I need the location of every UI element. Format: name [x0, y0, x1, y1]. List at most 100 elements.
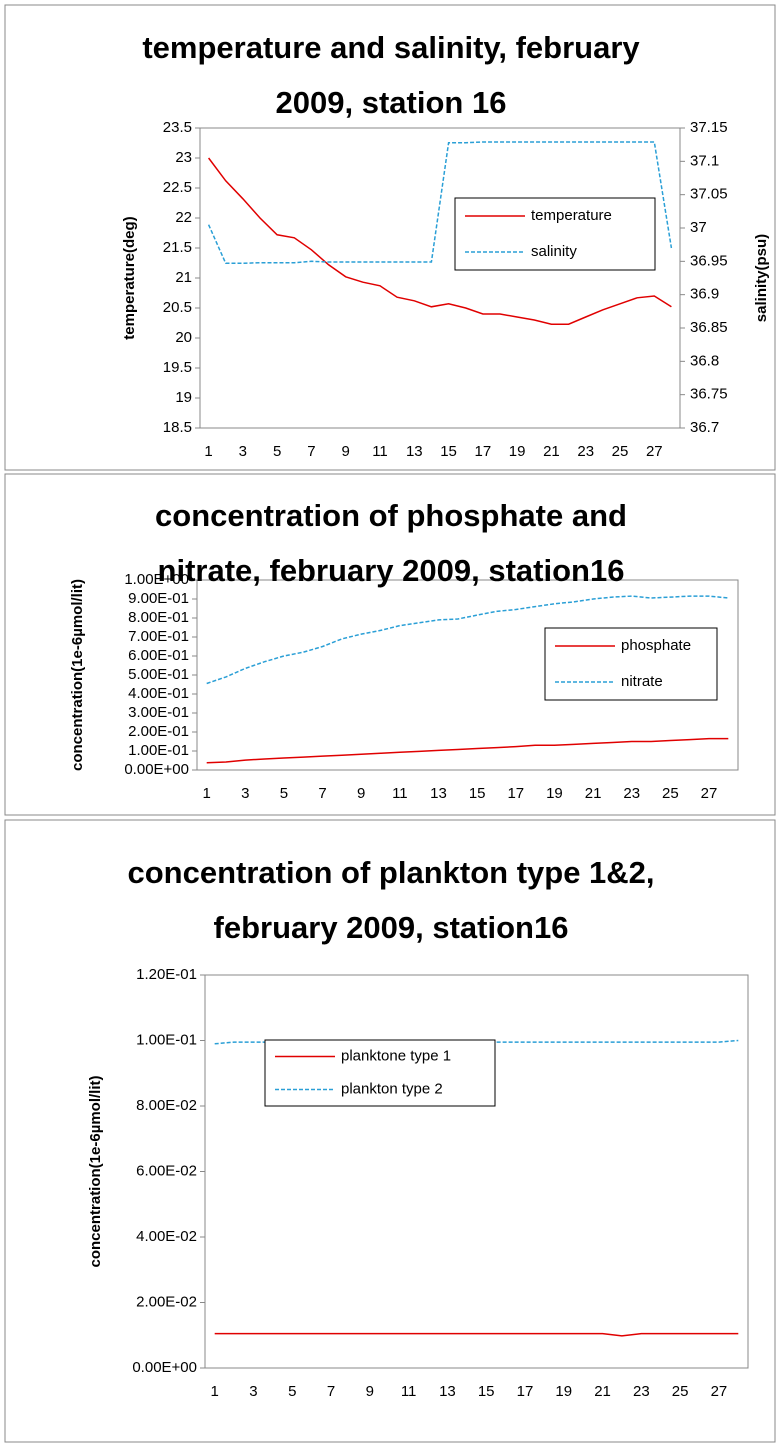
y-tick-label: 21	[175, 269, 192, 286]
y-tick-label: 1.20E-01	[136, 966, 197, 983]
y-tick-label: 20	[175, 329, 192, 346]
x-tick-label: 7	[307, 443, 315, 460]
legend-box	[264, 1039, 496, 1107]
y2-tick-label: 36.9	[690, 286, 719, 303]
y2-tick-label: 37	[690, 219, 707, 236]
series-line	[207, 141, 673, 265]
x-tick-label: 23	[633, 1383, 650, 1400]
x-tick-label: 5	[288, 1383, 296, 1400]
y-axis-label: concentration(1e-6µmol/lit)	[87, 1075, 104, 1267]
y-tick-label: 0.00E+00	[132, 1359, 197, 1376]
x-tick-label: 17	[507, 785, 524, 802]
x-tick-label: 23	[623, 785, 640, 802]
x-tick-label: 13	[430, 785, 447, 802]
y-tick-label: 22.5	[163, 179, 192, 196]
x-tick-label: 7	[327, 1383, 335, 1400]
y-tick-label: 19.5	[163, 359, 192, 376]
y-tick-label: 1.00E+00	[124, 571, 189, 588]
x-tick-label: 7	[318, 785, 326, 802]
series-line	[206, 737, 729, 764]
y-tick-label: 23.5	[163, 119, 192, 136]
x-tick-label: 1	[202, 785, 210, 802]
y-tick-label: 7.00E-01	[128, 628, 189, 645]
x-tick-label: 15	[478, 1383, 495, 1400]
x-tick-label: 23	[577, 443, 594, 460]
x-tick-label: 17	[475, 443, 492, 460]
x-tick-label: 3	[241, 785, 249, 802]
y-tick-label: 8.00E-02	[136, 1097, 197, 1114]
plot-area	[199, 127, 681, 429]
x-tick-label: 3	[249, 1383, 257, 1400]
x-tick-label: 5	[280, 785, 288, 802]
y-tick-label: 21.5	[163, 239, 192, 256]
y-tick-label: 3.00E-01	[128, 704, 189, 721]
x-tick-label: 27	[646, 443, 663, 460]
y-axis-label: temperature(deg)	[121, 216, 138, 339]
legend-label: salinity	[531, 243, 577, 260]
chart-title: concentration of plankton type 1&2, febr…	[127, 855, 655, 945]
legend-label: plankton type 2	[341, 1080, 443, 1097]
x-tick-label: 13	[406, 443, 423, 460]
x-tick-label: 27	[711, 1383, 728, 1400]
x-tick-label: 9	[342, 443, 350, 460]
y-tick-label: 2.00E-02	[136, 1293, 197, 1310]
x-tick-label: 19	[546, 785, 563, 802]
y-tick-label: 8.00E-01	[128, 609, 189, 626]
y-tick-label: 4.00E-02	[136, 1228, 197, 1245]
x-tick-label: 21	[585, 785, 602, 802]
x-tick-label: 27	[701, 785, 718, 802]
series-line	[208, 157, 672, 325]
y2-tick-label: 36.75	[690, 386, 728, 403]
legend-label: planktone type 1	[341, 1047, 451, 1064]
y-tick-label: 18.5	[163, 419, 192, 436]
plot-area	[204, 974, 749, 1369]
panel-border	[4, 4, 776, 471]
y2-tick-label: 37.1	[690, 152, 719, 169]
y2-tick-label: 37.05	[690, 186, 728, 203]
series-line	[206, 595, 729, 685]
legend-box	[454, 197, 656, 271]
y-tick-label: 2.00E-01	[128, 723, 189, 740]
x-tick-label: 9	[366, 1383, 374, 1400]
y-tick-label: 9.00E-01	[128, 590, 189, 607]
x-tick-label: 1	[204, 443, 212, 460]
y-axis-label: concentration(1e-6µmol/lit)	[69, 579, 86, 771]
y-tick-label: 23	[175, 149, 192, 166]
y2-tick-label: 36.95	[690, 252, 728, 269]
y-tick-label: 1.00E-01	[136, 1031, 197, 1048]
y-tick-label: 6.00E-01	[128, 647, 189, 664]
x-tick-label: 11	[372, 443, 388, 460]
x-tick-label: 5	[273, 443, 281, 460]
y2-axis-label: salinity(psu)	[753, 234, 770, 322]
y-tick-label: 0.00E+00	[124, 761, 189, 778]
legend-label: nitrate	[621, 673, 663, 690]
y2-tick-label: 36.85	[690, 319, 728, 336]
panel-border	[4, 473, 776, 816]
x-tick-label: 19	[509, 443, 526, 460]
y-tick-label: 5.00E-01	[128, 666, 189, 683]
x-tick-label: 25	[612, 443, 629, 460]
legend-box	[544, 627, 718, 701]
y-tick-label: 20.5	[163, 299, 192, 316]
x-tick-label: 25	[662, 785, 679, 802]
y2-tick-label: 37.15	[690, 119, 728, 136]
x-tick-label: 17	[517, 1383, 534, 1400]
chart-title: temperature and salinity, february 2009,…	[142, 30, 640, 120]
x-tick-label: 13	[439, 1383, 456, 1400]
y2-tick-label: 36.7	[690, 419, 719, 436]
x-tick-label: 11	[401, 1383, 417, 1400]
panel-border	[4, 819, 776, 1443]
y-tick-label: 22	[175, 209, 192, 226]
y-tick-label: 6.00E-02	[136, 1162, 197, 1179]
y2-tick-label: 36.8	[690, 352, 719, 369]
y-tick-label: 19	[175, 389, 192, 406]
legend-label: temperature	[531, 207, 612, 224]
x-tick-label: 19	[555, 1383, 572, 1400]
x-tick-label: 21	[543, 443, 560, 460]
x-tick-label: 15	[440, 443, 457, 460]
chart-title: concentration of phosphate and nitrate, …	[155, 498, 627, 588]
x-tick-label: 9	[357, 785, 365, 802]
x-tick-label: 11	[392, 785, 408, 802]
